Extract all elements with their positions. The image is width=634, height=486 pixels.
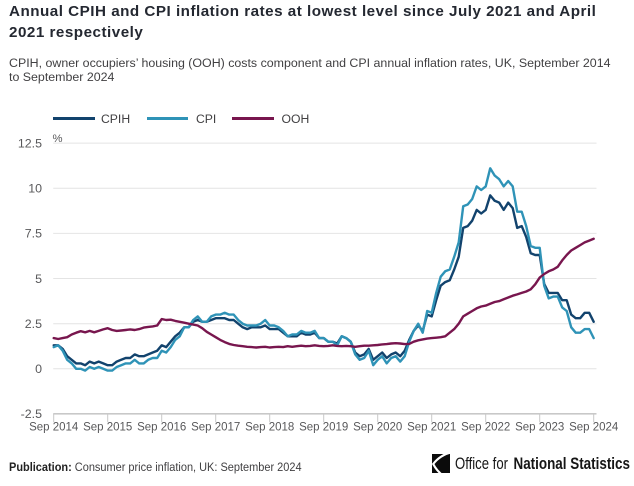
svg-text:Sep 2020: Sep 2020 [353,422,402,434]
svg-text:-2.5: -2.5 [21,407,42,421]
svg-text:2.5: 2.5 [25,317,42,331]
svg-text:Sep 2021: Sep 2021 [407,422,456,434]
svg-text:Sep 2022: Sep 2022 [461,422,510,434]
svg-text:Sep 2023: Sep 2023 [515,422,564,434]
svg-text:10: 10 [28,182,42,196]
svg-text:Sep 2019: Sep 2019 [299,422,348,434]
svg-text:Sep 2017: Sep 2017 [191,422,240,434]
svg-text:Sep 2024: Sep 2024 [569,422,619,434]
svg-text:%: % [53,133,63,145]
svg-text:Sep 2016: Sep 2016 [137,422,186,434]
svg-text:Sep 2015: Sep 2015 [83,422,132,434]
svg-text:Sep 2018: Sep 2018 [245,422,294,434]
svg-text:12.5: 12.5 [18,136,42,150]
svg-text:Office for: Office for [455,455,508,473]
svg-text:0: 0 [35,362,42,376]
svg-text:Sep 2014: Sep 2014 [29,422,79,434]
svg-text:National Statistics: National Statistics [514,455,631,473]
svg-text:7.5: 7.5 [25,227,42,241]
svg-text:5: 5 [35,272,42,286]
